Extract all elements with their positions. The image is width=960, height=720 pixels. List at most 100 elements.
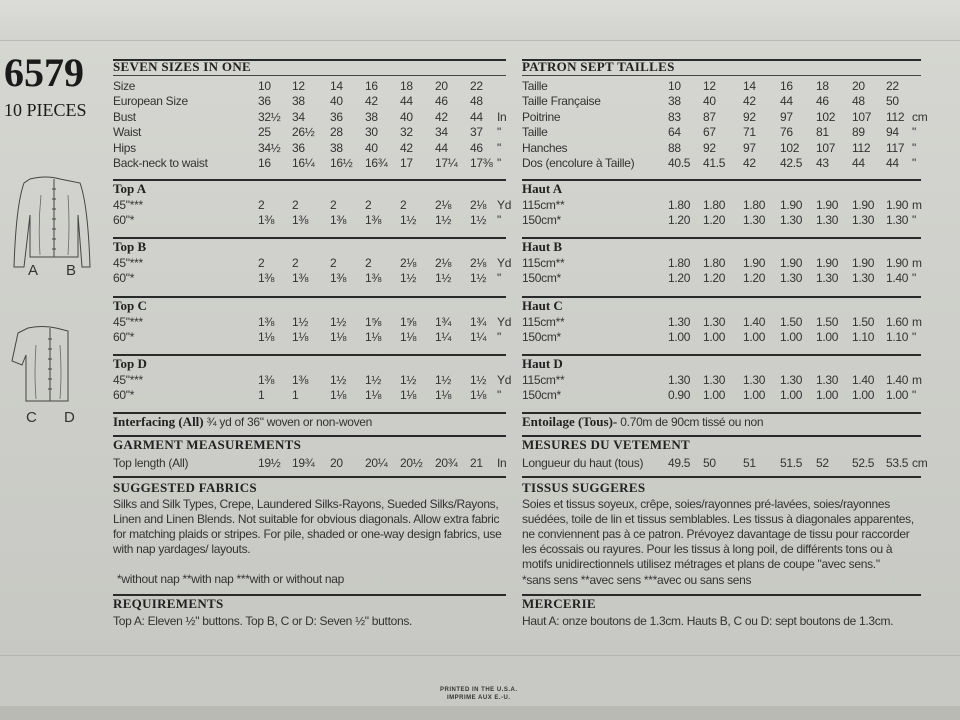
section-title: PATRON SEPT TAILLES <box>522 59 675 74</box>
size-value: 30 <box>365 125 378 140</box>
size-value: 2 <box>365 198 372 212</box>
size-value: 76 <box>780 125 793 140</box>
size-value: 1½ <box>435 373 452 387</box>
row-label: 150cm* <box>522 271 561 285</box>
size-value: 1⅜ <box>365 271 382 285</box>
size-value: 16 <box>365 79 378 93</box>
size-value: 1½ <box>470 271 487 285</box>
size-value: 1.30 <box>780 271 803 285</box>
size-value: 0.90 <box>668 388 691 402</box>
size-value: 20¾ <box>435 456 458 470</box>
unit: " <box>912 388 916 402</box>
size-value: 48 <box>852 94 865 109</box>
size-value: 1⅜ <box>330 271 347 285</box>
size-value: 1¾ <box>470 315 487 329</box>
size-value: 44 <box>886 156 899 170</box>
row-label: Taille <box>522 79 548 93</box>
divider <box>113 412 506 414</box>
size-value: 1⅝ <box>365 315 382 329</box>
unit: " <box>497 330 501 344</box>
size-value: 1.20 <box>703 271 726 285</box>
size-value: 2⅛ <box>470 198 487 212</box>
size-value: 1.00 <box>703 388 726 402</box>
size-value: 42 <box>743 156 756 170</box>
size-value: 17¼ <box>435 156 458 170</box>
size-value: 34 <box>292 109 305 124</box>
size-value: 18 <box>400 79 413 93</box>
size-value: 1 <box>292 388 299 402</box>
size-value: 1.30 <box>668 373 691 387</box>
interfacing-text: ¾ yd of 36" woven or non-woven <box>206 415 373 429</box>
nap-note: *without nap **with nap ***with or witho… <box>117 572 345 586</box>
divider <box>113 435 506 437</box>
size-value: 10 <box>258 79 271 93</box>
interfacing: Interfacing (All) ¾ yd of 36" woven or n… <box>113 415 373 430</box>
unit: " <box>497 271 501 285</box>
size-value: 1½ <box>292 315 309 329</box>
size-value: 44 <box>400 94 413 109</box>
unit: " <box>497 156 501 170</box>
divider <box>522 354 921 356</box>
size-value: 16 <box>780 79 793 93</box>
size-value: 2 <box>292 256 299 270</box>
size-value: 1½ <box>470 213 487 227</box>
size-value: 2 <box>365 256 372 270</box>
divider <box>522 296 921 298</box>
size-value: 1.80 <box>703 256 726 270</box>
size-value: 1.40 <box>743 315 766 329</box>
size-value: 16 <box>258 156 271 170</box>
size-value: 42 <box>400 140 413 155</box>
row-label: Taille <box>522 125 548 140</box>
size-value: 1½ <box>435 271 452 285</box>
envelope-flap <box>0 0 960 41</box>
size-value: 1¼ <box>435 330 452 344</box>
top-sketch-c-d <box>11 326 69 402</box>
jacket-sketch-a-b <box>13 176 91 268</box>
size-value: 26½ <box>292 125 315 140</box>
row-label: 45"*** <box>113 198 143 212</box>
unit: Yd <box>497 315 512 329</box>
size-value: 42 <box>365 94 378 109</box>
size-value: 1.00 <box>816 388 839 402</box>
size-value: 36 <box>330 109 343 124</box>
size-value: 43 <box>816 156 829 170</box>
requirements-text: Haut A: onze boutons de 1.3cm. Hauts B, … <box>522 614 894 628</box>
row-label: 45"*** <box>113 256 143 270</box>
row-label: 115cm** <box>522 198 565 212</box>
size-value: 1.00 <box>780 330 803 344</box>
size-value: 1.30 <box>780 213 803 227</box>
size-value: 1.00 <box>668 330 691 344</box>
size-value: 64 <box>668 125 681 140</box>
view-title: Top D <box>113 356 147 371</box>
row-label: Hanches <box>522 140 568 155</box>
size-value: 112 <box>852 140 871 155</box>
size-value: 2 <box>258 256 265 270</box>
requirements-title: REQUIREMENTS <box>113 596 224 611</box>
interfacing-label: Entoilage (Tous)- <box>522 414 618 429</box>
size-value: 52 <box>816 456 829 470</box>
size-value: 20 <box>852 79 865 93</box>
size-value: 1.00 <box>852 388 875 402</box>
size-value: 1.00 <box>816 330 839 344</box>
row-label: 45"*** <box>113 373 143 387</box>
row-label: 60"* <box>113 388 135 402</box>
size-value: 46 <box>470 140 483 155</box>
size-value: 44 <box>780 94 793 109</box>
garment-title: MESURES DU VETEMENT <box>522 437 690 452</box>
row-label: Bust <box>113 109 136 124</box>
view-title: Haut D <box>522 356 563 371</box>
unit: " <box>912 213 916 227</box>
size-value: 1.50 <box>816 315 839 329</box>
size-value: 44 <box>470 109 483 124</box>
row-label: 115cm** <box>522 315 565 329</box>
fabrics-title: TISSUS SUGGERES <box>522 480 646 495</box>
section-title: SEVEN SIZES IN ONE <box>113 59 251 74</box>
size-value: 94 <box>886 125 899 140</box>
size-value: 20½ <box>400 456 423 470</box>
size-value: 51 <box>743 456 756 470</box>
view-label-a: A <box>28 262 39 279</box>
row-label: 150cm* <box>522 388 561 402</box>
size-value: 1½ <box>400 271 417 285</box>
size-value: 92 <box>703 140 716 155</box>
unit: Yd <box>497 373 512 387</box>
